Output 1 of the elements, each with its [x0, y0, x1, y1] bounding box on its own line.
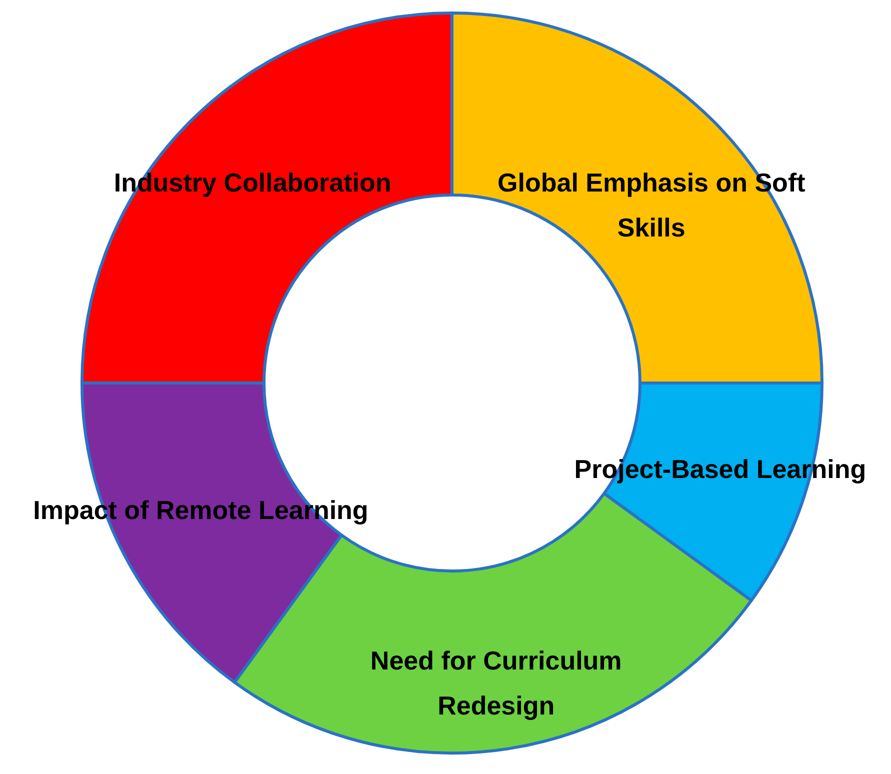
slice-label: Need for Curriculum Redesign	[370, 646, 622, 721]
